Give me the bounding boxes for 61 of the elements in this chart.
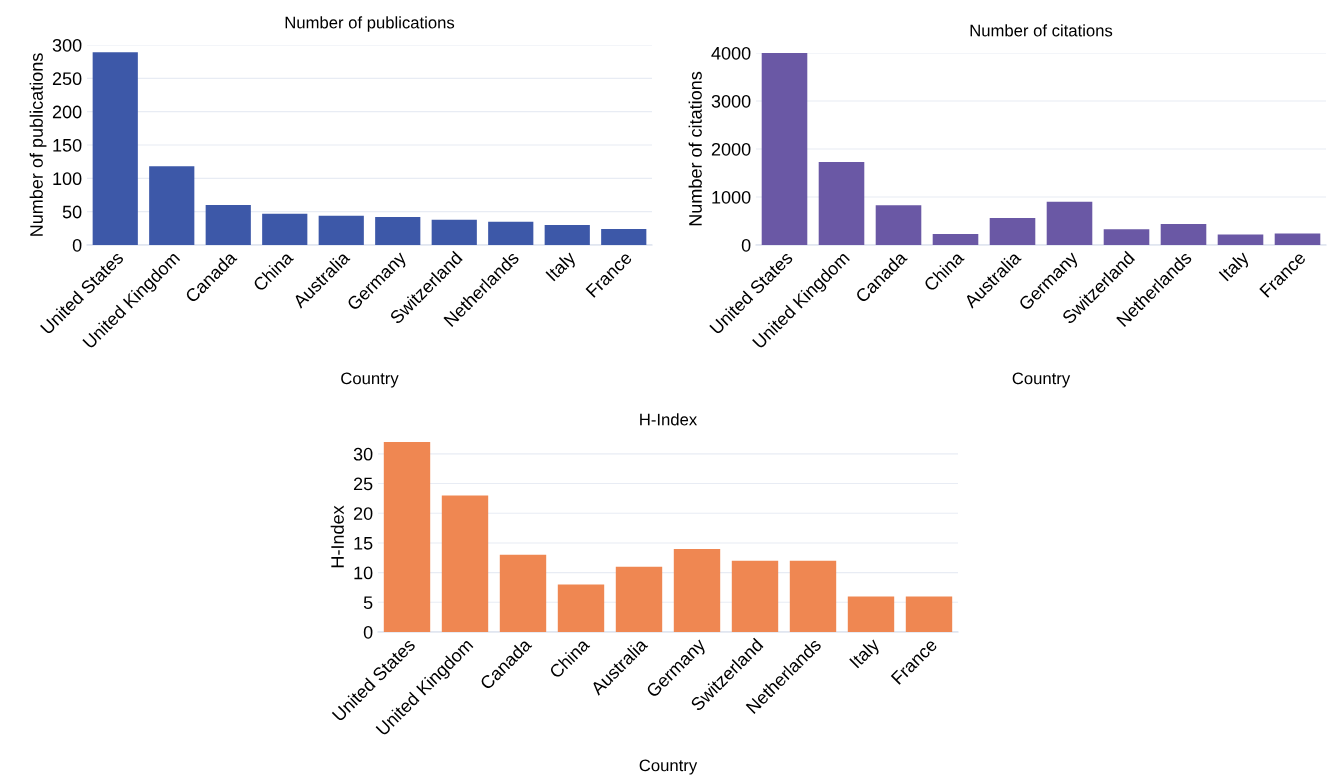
y-axis-title: Number of publications bbox=[29, 53, 47, 236]
chart-title: H-Index bbox=[640, 413, 697, 426]
bar bbox=[731, 560, 779, 632]
y-tick-label: 100 bbox=[53, 172, 82, 186]
x-tick-label: Italy bbox=[1218, 249, 1253, 284]
bar bbox=[544, 225, 590, 245]
bar bbox=[789, 560, 837, 632]
y-tick-label: 50 bbox=[62, 205, 82, 219]
bar bbox=[1160, 223, 1207, 245]
bar bbox=[499, 554, 547, 632]
bar bbox=[601, 229, 647, 245]
bar bbox=[1274, 233, 1321, 245]
bar bbox=[375, 217, 421, 245]
bar bbox=[318, 215, 364, 245]
x-tick-label: Italy bbox=[848, 636, 883, 671]
y-tick-label: 3000 bbox=[711, 94, 751, 108]
bar bbox=[205, 205, 251, 245]
bar bbox=[847, 596, 895, 632]
x-axis-title: Country bbox=[341, 372, 399, 388]
bar bbox=[149, 166, 195, 245]
bar bbox=[441, 495, 489, 632]
bar bbox=[488, 221, 534, 245]
bar bbox=[1217, 234, 1264, 245]
bar bbox=[615, 566, 663, 632]
bar bbox=[761, 53, 808, 245]
y-tick-label: 4000 bbox=[711, 46, 751, 60]
y-tick-label: 5 bbox=[363, 596, 373, 610]
y-axis-title: Number of citations bbox=[688, 71, 702, 226]
bar bbox=[989, 218, 1036, 245]
chart-title: Number of citations bbox=[970, 24, 1113, 37]
bar bbox=[92, 52, 138, 245]
x-axis-title: Country bbox=[639, 759, 698, 775]
y-tick-label: 0 bbox=[363, 625, 373, 639]
bar bbox=[673, 548, 721, 632]
bar bbox=[932, 233, 979, 245]
bar bbox=[557, 584, 605, 632]
x-tick-label: Italy bbox=[545, 249, 580, 284]
y-tick-label: 25 bbox=[353, 477, 373, 491]
y-tick-label: 20 bbox=[353, 507, 373, 520]
y-tick-label: 150 bbox=[53, 138, 82, 152]
bar bbox=[905, 596, 953, 632]
y-tick-label: 250 bbox=[52, 72, 82, 86]
chart-title: Number of publications bbox=[285, 16, 455, 32]
y-axis-title: H-Index bbox=[330, 505, 344, 568]
y-tick-label: 200 bbox=[52, 105, 82, 119]
bar bbox=[818, 161, 865, 245]
bar bbox=[383, 442, 431, 632]
bar bbox=[1046, 201, 1093, 245]
y-tick-label: 0 bbox=[741, 238, 751, 252]
y-tick-label: 30 bbox=[353, 447, 373, 461]
y-tick-label: 0 bbox=[72, 238, 82, 252]
y-tick-label: 15 bbox=[354, 537, 373, 550]
bar bbox=[262, 213, 308, 245]
bar bbox=[1103, 229, 1150, 245]
y-tick-label: 2000 bbox=[711, 142, 751, 156]
x-axis-title: Country bbox=[1012, 372, 1071, 388]
y-tick-label: 300 bbox=[52, 38, 82, 52]
y-tick-label: 1000 bbox=[712, 190, 751, 204]
y-tick-label: 10 bbox=[354, 566, 373, 580]
bar bbox=[875, 205, 922, 245]
bar bbox=[431, 219, 477, 245]
